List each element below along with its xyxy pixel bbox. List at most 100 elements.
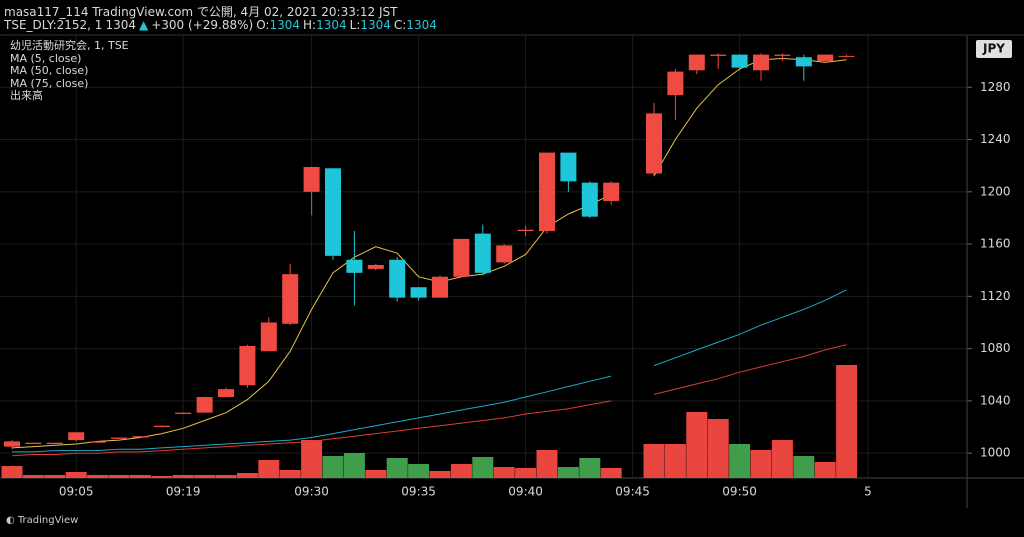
candle-body [710,54,727,56]
candle-body [795,57,812,67]
ohlc-label: O: [256,18,270,32]
currency: JPY [982,42,1005,56]
candle-body [603,182,620,201]
candle-body [153,425,170,428]
last-price: 1304 [105,18,136,32]
volume-bar [44,475,66,478]
candle-body [46,442,63,445]
candle-body [453,238,470,277]
candle-body [774,54,791,56]
x-tick-label: 09:30 [294,485,329,499]
x-tick-label: 09:05 [59,485,94,499]
candle-body [89,441,106,443]
y-tick-label: 1000 [980,446,1011,460]
ohlc-value: 1304 [316,18,347,32]
ohlc-value: 1304 [360,18,391,32]
volume-bar [836,365,858,478]
candle-body [239,346,256,386]
candle-body [667,71,684,96]
y-tick-label: 1080 [980,341,1011,355]
volume-bar [771,440,793,478]
volume-bar [301,440,323,478]
candle-body [838,55,855,57]
y-tick-label: 1160 [980,237,1011,251]
candle-body [539,152,555,232]
volume-bar [472,457,494,478]
candle-body [25,442,42,445]
candle-body [282,274,299,324]
candle-body [646,113,662,174]
up-arrow: ▲ [139,18,149,32]
x-tick-label: 09:50 [722,485,757,499]
candle-body [581,182,598,217]
legend-entry: 出来高 [10,89,43,102]
volume-bar [1,466,23,478]
ohlc-value: 1304 [406,18,437,32]
x-tick-label: 09:45 [615,485,650,499]
volume-bar [22,475,44,478]
volume-bar [429,471,451,478]
volume-bar [279,470,301,478]
volume-bar [793,456,815,478]
volume-bar [729,444,751,478]
y-tick-label: 1120 [980,289,1011,303]
symbol: TSE_DLY:2152, 1 [4,18,103,32]
x-tick-label: 09:35 [401,485,436,499]
volume-bar [536,450,558,478]
x-tick-label: 09:19 [166,485,201,499]
y-tick-label: 1200 [980,184,1011,198]
header-line: masa117_114 TradingView.com で公開, 4月 02, … [4,3,400,20]
volume-bar [236,473,258,478]
legend: 幼児活動研究会, 1, TSE MA (5, close) MA (50, clos… [10,39,129,103]
legend-entry: 幼児活動研究会, 1, TSE [10,39,129,52]
legend-entry: MA (5, close) [10,51,82,65]
candle-body [111,437,127,439]
volume-bar [194,475,216,478]
candle-body [260,322,277,352]
volume-bar [750,450,772,478]
candle-body [303,166,320,192]
ma-line [11,57,847,449]
ma-line [11,344,847,457]
candle-body [731,54,748,68]
ohlc-label: L: [349,18,361,32]
volume-bar [664,444,686,478]
candle-body [346,259,363,273]
candle-body [68,432,85,441]
volume-bar [643,444,665,478]
candle-body [432,276,448,298]
volume-bar [686,412,708,478]
candle-body [218,389,234,397]
candle-body [474,233,491,273]
candle-body [410,287,427,298]
ohlc-value: 1304 [269,18,301,32]
candle-body [560,152,577,182]
candle-body [753,54,769,71]
ohlc-label: H: [303,18,317,32]
candle-body [325,168,341,256]
ohlc: O:1304 H:1304 L:1304 C:1304 [256,18,440,32]
volume-bar [65,472,87,478]
candle-body [496,245,513,263]
volume-bar [108,475,130,478]
publish-info: masa117_114 TradingView.com で公開, 4月 02, … [4,5,398,19]
candle-body [132,436,149,438]
volume-bar [215,475,237,478]
ohlc-label: C: [393,18,407,32]
volume-bar [258,460,280,478]
ma-line [12,289,847,453]
candle-body [688,54,705,71]
volume-bar [600,468,622,478]
volume-bar [87,475,109,478]
candle-body [817,54,834,62]
x-tick-label: 09:40 [508,485,543,499]
volume-bar [386,458,408,478]
x-tick-label: 5 [864,485,872,499]
legend-entry: MA (50, close) [10,64,89,77]
volume-bar [493,467,515,478]
volume-bar [129,475,151,478]
y-tick-label: 1280 [980,80,1011,94]
header-line: TSE_DLY:2152, 1 1304 ▲ +300 (+29.88%) O:1304… [4,18,443,32]
volume-bar [365,470,387,478]
candle-body [367,264,384,269]
